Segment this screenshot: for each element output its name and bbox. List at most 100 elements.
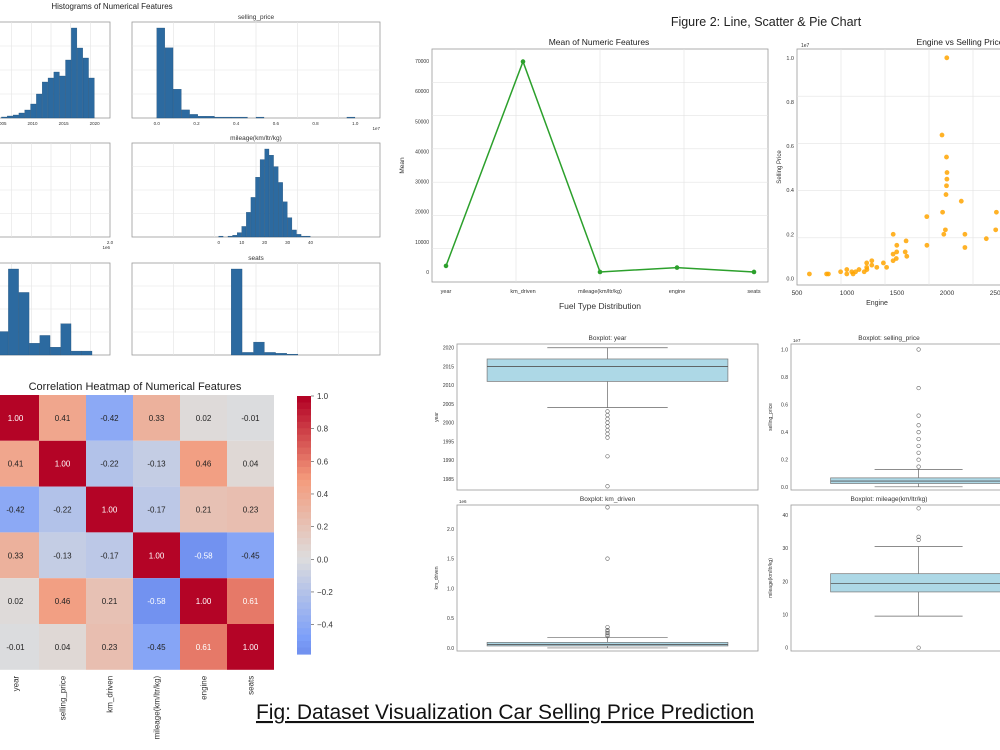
boxplot-outlier [605, 625, 610, 630]
line-marker [674, 265, 680, 270]
boxplot-y-tick-label: 0.8 [781, 375, 788, 381]
line-chart-title: Mean of Numeric Features [549, 37, 650, 47]
histogram-tick-label: 0.8 [312, 121, 319, 126]
scatter-y-tick-label: 0.0 [786, 276, 794, 282]
heatmap-cell-value: 1.00 [149, 551, 165, 560]
boxplot-outlier [916, 645, 921, 650]
heatmap-cell [180, 624, 227, 670]
histogram-bar [7, 115, 13, 119]
boxplot-outlier [916, 537, 921, 542]
histogram-bar [206, 116, 215, 119]
histogram-bar [346, 116, 356, 119]
boxplot-y-tick-label: 2000 [443, 421, 454, 427]
boxplot-y-tick-label: 20 [782, 579, 788, 585]
scatter-point [940, 209, 945, 215]
histogram-bar [232, 235, 238, 238]
boxplot-outlier [916, 413, 921, 418]
heatmap-cell-value: 0.21 [102, 597, 118, 606]
heatmap-cell [86, 440, 133, 487]
boxplot-outlier [916, 430, 921, 435]
scatter-point [994, 209, 999, 215]
colorbar-segment [297, 492, 311, 500]
scatter-offset-label: 1e7 [801, 43, 810, 49]
heatmap-cell-value: -0.42 [6, 506, 25, 515]
line-x-tick-label: mileage(km/ltr/kg) [578, 289, 622, 295]
boxplot-outlier [605, 454, 610, 459]
histogram-bar [259, 159, 265, 238]
histogram-bar [173, 89, 182, 119]
colorbar-segment [297, 550, 311, 558]
heatmap-cell-value: -0.45 [241, 551, 260, 560]
heatmap-cell-value: 1.00 [196, 597, 212, 606]
boxplot-y-tick-label: 0.5 [447, 616, 454, 622]
scatter-point [844, 271, 850, 277]
histogram-bar [255, 116, 265, 119]
scatter-y-tick-label: 0.6 [786, 144, 794, 150]
scatter-point [924, 214, 930, 220]
colorbar-segment [297, 557, 311, 565]
histogram-bar [255, 177, 260, 238]
heatmap-x-label: km_driven [106, 676, 115, 713]
colorbar-segment [297, 647, 311, 655]
boxplot-y-tick-label: 1.0 [781, 348, 788, 354]
boxplot-outlier [916, 347, 921, 352]
scatter-y-tick-label: 1.0 [786, 56, 794, 62]
heatmap-cell-value: -0.13 [147, 460, 166, 469]
scatter-chart-title: Engine vs Selling Price [917, 37, 1000, 47]
boxplot-outlier [605, 631, 610, 636]
line-marker [597, 269, 603, 275]
histogram-bar [241, 226, 247, 238]
histogram-panel-title: mileage(km/ltr/kg) [230, 135, 282, 142]
heatmap-cell-value: -0.22 [53, 506, 72, 515]
boxplot-outlier [916, 457, 921, 462]
histograms-title: Histograms of Numerical Features [51, 2, 172, 11]
histogram-bar [47, 77, 54, 119]
heatmap-cell-value: -0.58 [147, 597, 166, 606]
scatter-point [903, 238, 909, 244]
heatmap-cell [133, 532, 180, 579]
heatmap-cell [0, 395, 39, 441]
colorbar-segment [297, 499, 311, 507]
boxplot-y-tick-label: 0.4 [781, 430, 788, 436]
boxplot-outlier [916, 443, 921, 449]
line-y-tick-label: 60000 [415, 89, 429, 95]
line-y-tick-label: 30000 [415, 180, 429, 186]
colorbar-segment [297, 595, 311, 603]
scatter-point [924, 242, 930, 248]
scatter-point [838, 269, 843, 275]
histogram-panel-title: seats [248, 255, 264, 262]
line-marker [443, 263, 449, 269]
heatmap-x-label: year [12, 675, 21, 691]
histogram-bar [222, 116, 232, 119]
colorbar-segment [297, 512, 311, 520]
heatmap-cell [180, 578, 227, 624]
heatmap-x-label: engine [200, 675, 209, 700]
boxplot-y-tick-label: 40 [782, 513, 788, 519]
colorbar-tick-label: 0.8 [317, 425, 329, 434]
heatmap-cell-value: -0.01 [6, 643, 25, 652]
scatter-chart-frame [796, 48, 1000, 286]
boxplot-y-tick-label: 1.5 [447, 557, 454, 563]
boxplot-y-tick-label: 1985 [443, 477, 454, 483]
colorbar-segment [297, 460, 311, 468]
heatmap-cell-value: 0.46 [196, 460, 212, 469]
heatmap-cell [0, 578, 39, 624]
colorbar-tick-label: −0.4 [317, 621, 333, 630]
scatter-point [944, 176, 950, 182]
colorbar-segment [297, 518, 311, 526]
scatter-point [941, 231, 947, 237]
heatmap-cell [86, 395, 133, 441]
colorbar-segment [297, 402, 311, 410]
histogram-bar [242, 352, 254, 356]
scatter-point [943, 192, 949, 197]
heatmap-cell-value: -0.01 [241, 414, 260, 423]
line-y-tick-label: 20000 [415, 210, 429, 216]
heatmap-cell [39, 486, 86, 533]
colorbar-segment [297, 628, 311, 636]
heatmap-cell-value: 0.23 [243, 506, 259, 515]
histogram-bar [30, 103, 37, 119]
scatter-y-tick-label: 0.4 [786, 188, 794, 194]
histogram-tick-label: 10 [239, 240, 245, 245]
histogram-offset-label: 1e6 [102, 245, 110, 250]
